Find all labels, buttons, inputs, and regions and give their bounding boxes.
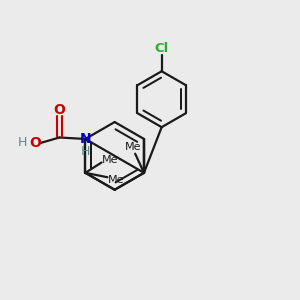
Text: Me: Me [124,142,141,152]
Text: Me: Me [101,155,118,165]
Text: H: H [81,145,90,158]
Text: O: O [29,136,40,150]
Text: Me: Me [107,175,124,184]
Text: Cl: Cl [154,42,169,55]
Text: N: N [80,132,91,146]
Text: H: H [18,136,28,149]
Text: O: O [53,103,65,117]
